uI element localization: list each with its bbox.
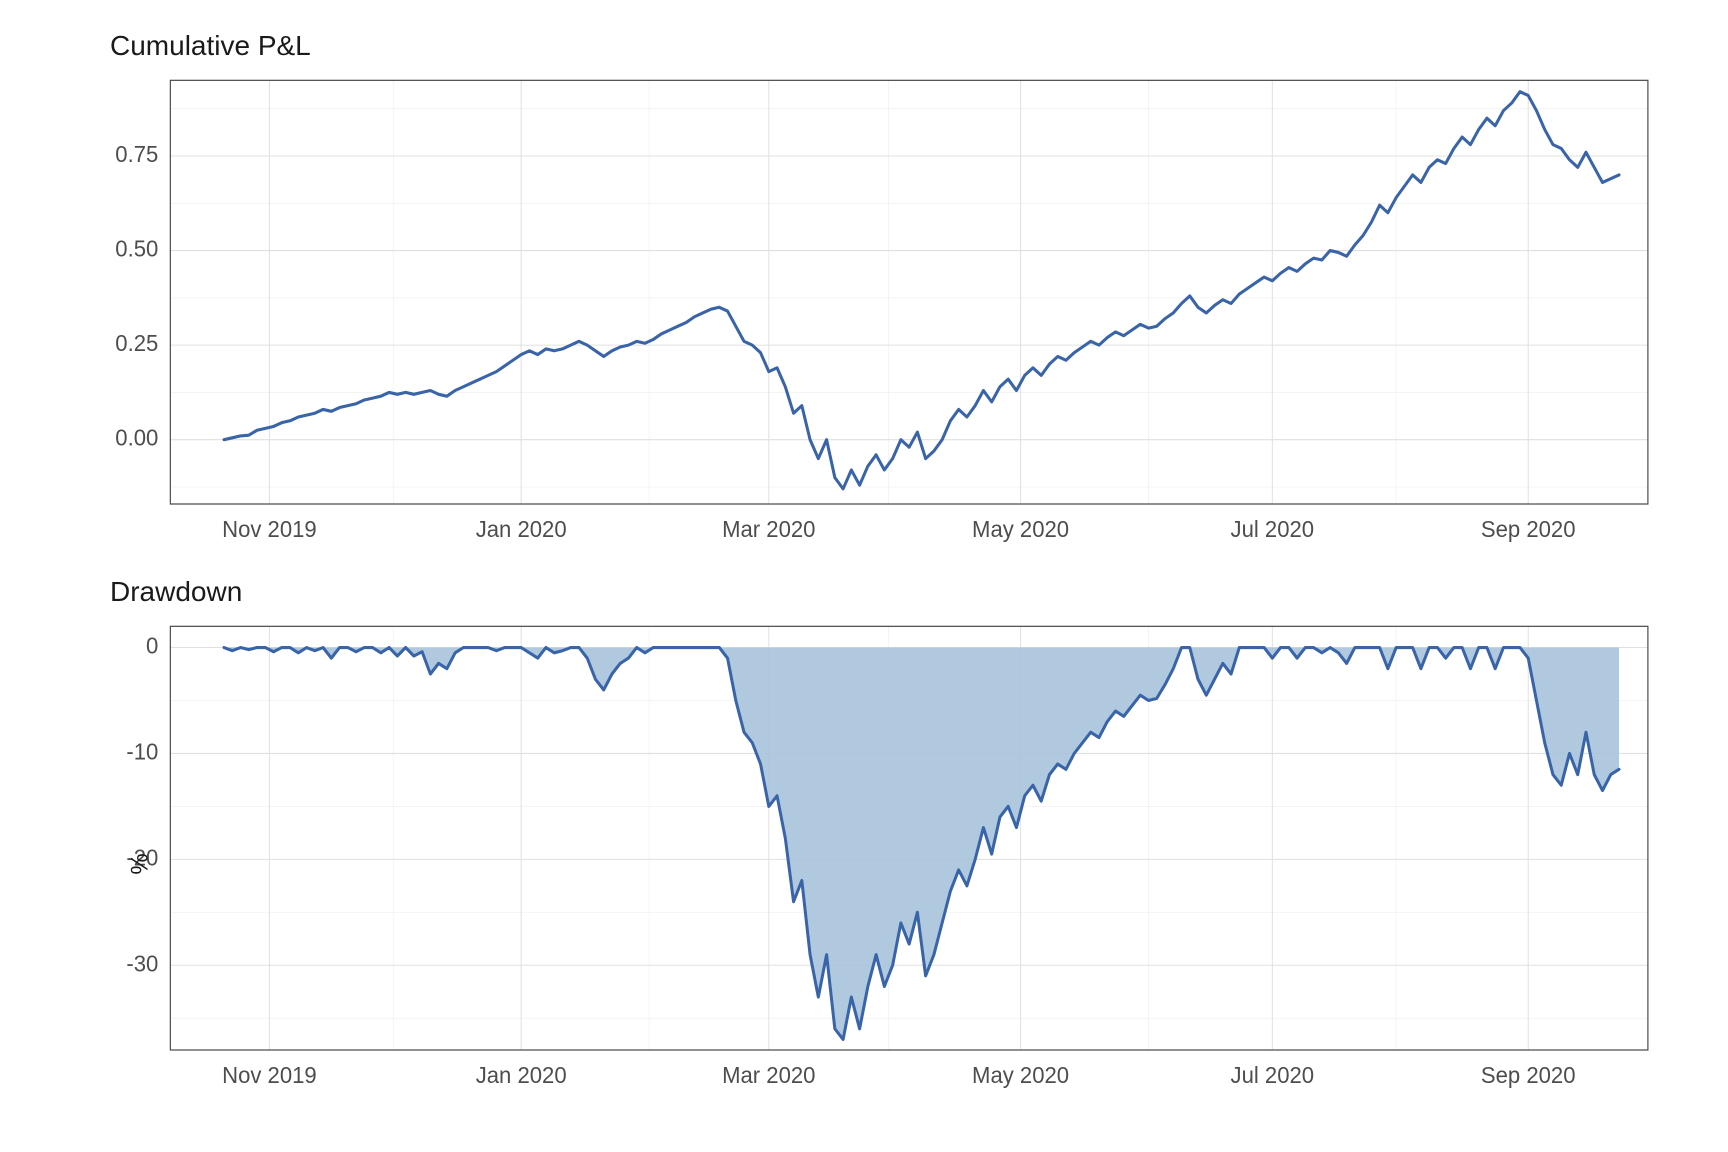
y-tick-label: -30 bbox=[126, 951, 158, 976]
x-tick-label: Jan 2020 bbox=[476, 1063, 567, 1088]
dd-ylabel: % bbox=[127, 853, 155, 874]
x-tick-label: Mar 2020 bbox=[722, 517, 815, 542]
pnl-chart: 0.00 0.25 0.50 0.75 Nov 2019 Jan 2020 Mar 2020… bbox=[100, 70, 1668, 566]
y-tick-label: 0.50 bbox=[115, 236, 158, 261]
y-tick-label: -10 bbox=[126, 739, 158, 764]
x-tick-label: Jul 2020 bbox=[1231, 1063, 1315, 1088]
x-tick-label: Mar 2020 bbox=[722, 1063, 815, 1088]
dd-title: Drawdown bbox=[110, 576, 1668, 608]
pnl-panel: Cumulative P&L 0.00 0.25 0.50 0.75 Nov 2019 J… bbox=[100, 20, 1668, 566]
y-tick-label: 0 bbox=[146, 633, 158, 658]
x-tick-label: May 2020 bbox=[972, 1063, 1069, 1088]
x-tick-label: Nov 2019 bbox=[222, 1063, 317, 1088]
x-tick-label: May 2020 bbox=[972, 517, 1069, 542]
y-tick-label: 0.00 bbox=[115, 425, 158, 450]
x-tick-label: Nov 2019 bbox=[222, 517, 317, 542]
pnl-title: Cumulative P&L bbox=[110, 30, 1668, 62]
chart-page: Cumulative P&L 0.00 0.25 0.50 0.75 Nov 2019 J… bbox=[0, 0, 1728, 1152]
x-tick-label: Jan 2020 bbox=[476, 517, 567, 542]
x-tick-label: Jul 2020 bbox=[1231, 517, 1315, 542]
x-tick-label: Sep 2020 bbox=[1481, 517, 1576, 542]
dd-chart: -30-20-100Nov 2019Jan 2020Mar 2020May 20… bbox=[100, 616, 1668, 1112]
y-tick-label: 0.25 bbox=[115, 331, 158, 356]
x-tick-label: Sep 2020 bbox=[1481, 1063, 1576, 1088]
y-tick-label: 0.75 bbox=[115, 142, 158, 167]
dd-panel: Drawdown % -30-20-100Nov 2019Jan 2020Mar… bbox=[100, 566, 1668, 1112]
